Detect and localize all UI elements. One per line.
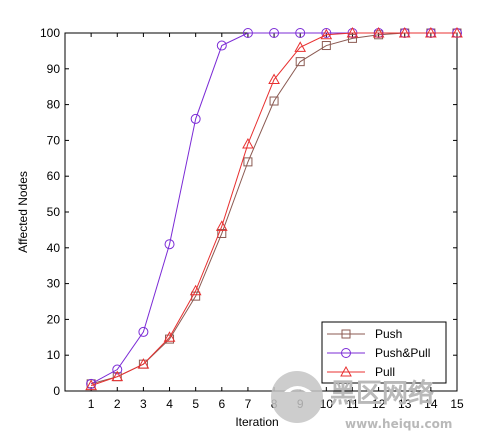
x-axis-label: Iteration [235, 415, 278, 429]
data-point-pull [398, 26, 411, 38]
watermark-logo-swoosh-icon [284, 386, 312, 392]
data-point-push-pull [269, 28, 280, 38]
data-point-push [217, 228, 227, 238]
data-point-pull [111, 370, 124, 382]
data-point-pull [346, 26, 359, 38]
x-tick-label: 1 [88, 397, 95, 411]
y-tick-label: 10 [47, 348, 61, 362]
data-point-pull [320, 28, 333, 40]
series-line-pull [90, 32, 457, 387]
legend-item-push-pull: Push&Pull [327, 346, 430, 360]
y-tick-label: 50 [47, 205, 61, 219]
data-point-pull [215, 220, 228, 231]
data-point-push-pull [190, 113, 201, 124]
data-point-push-pull [138, 326, 149, 337]
data-point-pull [294, 41, 307, 52]
data-point-push [321, 41, 331, 51]
y-tick-label: 40 [47, 241, 61, 255]
y-tick-label: 70 [47, 133, 61, 147]
legend: Push Push&Pull Pull [321, 321, 447, 384]
data-point-push-pull [164, 239, 175, 250]
series-pull [85, 26, 463, 391]
y-tick-label: 30 [47, 277, 61, 291]
legend-marker-push-pull [341, 348, 351, 358]
x-tick-label: 11 [346, 397, 359, 411]
y-tick-label: 100 [40, 26, 60, 40]
y-tick-label: 80 [47, 98, 61, 112]
x-tick-label: 5 [192, 397, 199, 411]
x-tick-label: 6 [218, 397, 225, 411]
y-tick-label: 0 [53, 384, 60, 398]
legend-item-push: Push [327, 327, 402, 341]
x-tick-label: 14 [424, 397, 438, 411]
y-tick-label: 20 [47, 312, 61, 326]
x-tick-label: 13 [398, 397, 412, 411]
legend-label-pull: Pull [375, 365, 395, 379]
data-point-push [295, 57, 305, 67]
x-tick-label: 10 [320, 397, 334, 411]
legend-item-pull: Pull [327, 365, 395, 379]
x-tick-label: 3 [140, 397, 147, 411]
x-tick-label: 7 [245, 397, 252, 411]
legend-marker-pull [340, 365, 352, 377]
legend-marker-push [341, 329, 351, 339]
legend-label-push: Push [375, 327, 402, 341]
data-point-pull [242, 137, 254, 149]
data-point-push-pull [216, 40, 227, 51]
y-tick-label: 90 [47, 62, 61, 76]
y-tick-label: 60 [47, 169, 61, 183]
data-point-push-pull [295, 28, 306, 38]
data-point-push [269, 96, 279, 106]
data-point-pull [85, 379, 97, 391]
data-point-pull [268, 73, 280, 85]
data-point-push [347, 33, 357, 43]
data-point-pull [137, 358, 150, 369]
data-point-pull [372, 26, 385, 38]
data-point-push-pull [242, 28, 253, 38]
data-point-push [191, 291, 201, 301]
watermark-url: www.heiqu.com [345, 417, 452, 431]
x-tick-label: 2 [114, 397, 121, 411]
watermark: 黑区网络 www.heiqu.com [271, 371, 452, 431]
y-axis-label: Affected Nodes [16, 171, 30, 253]
data-point-pull [163, 331, 176, 342]
x-tick-label: 12 [372, 397, 386, 411]
data-point-push-pull [112, 364, 123, 375]
legend-label-push-pull: Push&Pull [375, 346, 430, 360]
data-point-pull [189, 284, 202, 296]
watermark-logo-icon [271, 371, 323, 423]
data-point-pull [451, 26, 463, 38]
data-point-push-pull [321, 28, 332, 38]
x-tick-label: 15 [450, 397, 464, 411]
data-point-push [243, 157, 253, 167]
watermark-title: 黑区网络 [330, 378, 434, 409]
x-tick-label: 4 [166, 397, 173, 411]
data-point-pull [425, 26, 437, 38]
